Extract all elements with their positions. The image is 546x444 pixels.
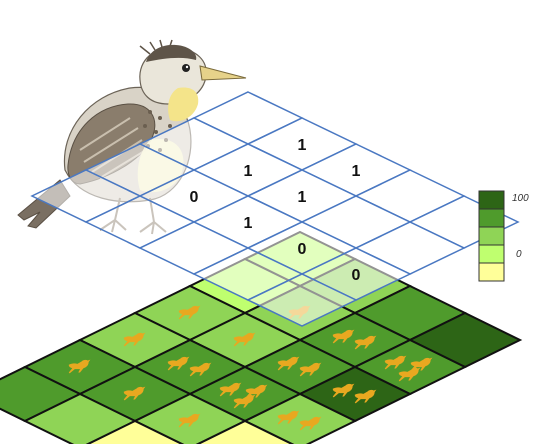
abundance-cell (85, 419, 185, 444)
presence-value: 0 (298, 241, 307, 258)
legend-swatch (478, 190, 505, 210)
legend-swatch (478, 208, 505, 228)
legend-bottom-label: 0 (516, 249, 522, 260)
presence-value: 0 (352, 267, 361, 284)
presence-value: 0 (190, 189, 199, 206)
abundance-cell (195, 419, 295, 444)
presence-grid: 1 1 1 1 0 1 0 0 (30, 91, 520, 327)
abundance-legend: 100 0 (478, 190, 529, 282)
legend-swatch (478, 262, 505, 282)
presence-cell (246, 273, 358, 327)
presence-value: 1 (298, 137, 307, 154)
presence-value: 1 (244, 163, 253, 180)
legend-swatch (478, 244, 505, 264)
legend-top-label: 100 (512, 193, 529, 204)
presence-value: 1 (244, 215, 253, 232)
legend-swatch (478, 226, 505, 246)
abundance-cell (22, 392, 138, 444)
presence-value: 1 (352, 163, 361, 180)
abundance-cell (242, 392, 358, 444)
presence-value: 1 (298, 189, 307, 206)
